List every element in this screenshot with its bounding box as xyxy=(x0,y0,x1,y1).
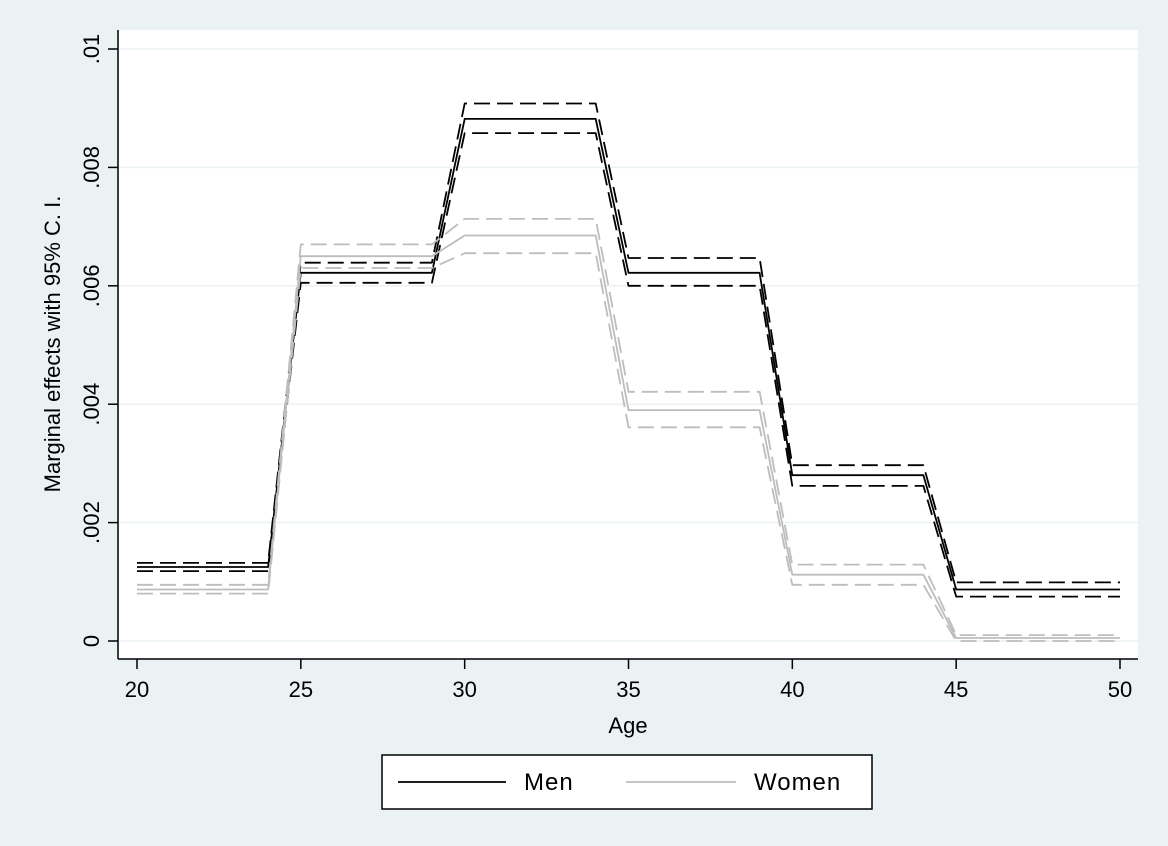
x-ticks: 20 25 30 35 40 45 50 xyxy=(125,659,1132,702)
x-tick-label: 20 xyxy=(125,677,149,702)
legend-label-women: Women xyxy=(754,769,841,796)
women-lower-line xyxy=(137,252,1120,642)
women-upper-line xyxy=(137,217,1120,636)
y-tick-label: .004 xyxy=(79,383,104,426)
x-tick-label: 50 xyxy=(1108,677,1132,702)
x-tick-label: 30 xyxy=(452,677,476,702)
series-lines xyxy=(137,102,1120,642)
x-tick-label: 40 xyxy=(780,677,804,702)
x-tick-label: 45 xyxy=(944,677,968,702)
y-tick-label: .008 xyxy=(79,146,104,189)
y-tick-label: 0 xyxy=(79,635,104,647)
plot-area xyxy=(118,30,1138,659)
y-tick-label: .002 xyxy=(79,501,104,544)
y-tick-label: .006 xyxy=(79,264,104,307)
women-estimate-line xyxy=(137,234,1120,639)
legend: Men Women xyxy=(381,754,873,810)
y-ticks: 0 .002 .004 .006 .008 .01 xyxy=(79,34,118,647)
x-tick-label: 25 xyxy=(289,677,313,702)
y-tick-label: .01 xyxy=(79,34,104,65)
x-axis-title: Age xyxy=(608,713,647,738)
y-axis-title: Marginal effects with 95% C. I. xyxy=(40,196,65,493)
legend-label-men: Men xyxy=(524,769,574,796)
x-tick-label: 35 xyxy=(616,677,640,702)
